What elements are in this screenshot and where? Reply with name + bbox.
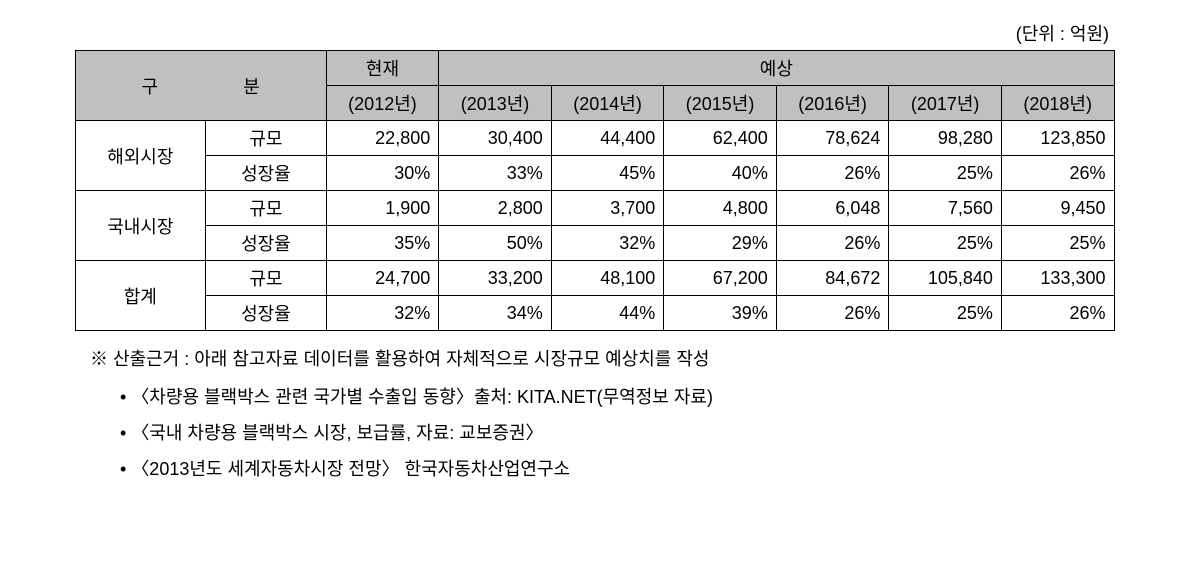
header-category: 구 분 (75, 51, 326, 121)
cell-value: 26% (776, 226, 889, 261)
table-row: 해외시장 규모 22,800 30,400 44,400 62,400 78,6… (75, 121, 1114, 156)
cell-value: 25% (889, 226, 1002, 261)
header-year: (2018년) (1001, 86, 1114, 121)
notes-section: ※ 산출근거 : 아래 참고자료 데이터를 활용하여 자체적으로 시장규모 예상… (20, 341, 1169, 487)
cell-value: 25% (889, 296, 1002, 331)
cell-value: 67,200 (664, 261, 777, 296)
cell-value: 50% (439, 226, 552, 261)
metric-label: 성장율 (206, 156, 327, 191)
cell-value: 3,700 (551, 191, 664, 226)
header-year: (2017년) (889, 86, 1002, 121)
bullet-icon: • (120, 459, 131, 479)
cell-value: 29% (664, 226, 777, 261)
cell-value: 123,850 (1001, 121, 1114, 156)
cell-value: 98,280 (889, 121, 1002, 156)
header-year: (2012년) (326, 86, 439, 121)
header-year: (2016년) (776, 86, 889, 121)
note-bullet: • 〈2013년도 세계자동차시장 전망〉 한국자동차산업연구소 (90, 451, 1169, 487)
note-bullet: • 〈차량용 블랙박스 관련 국가별 수출입 동향〉출처: KITA.NET(무… (90, 379, 1169, 415)
header-current: 현재 (326, 51, 439, 86)
header-year: (2014년) (551, 86, 664, 121)
bullet-icon: • (120, 423, 131, 443)
cell-value: 44,400 (551, 121, 664, 156)
cell-value: 30% (326, 156, 439, 191)
cell-value: 1,900 (326, 191, 439, 226)
section-label-overseas: 해외시장 (75, 121, 206, 191)
cell-value: 62,400 (664, 121, 777, 156)
cell-value: 32% (551, 226, 664, 261)
cell-value: 32% (326, 296, 439, 331)
cell-value: 7,560 (889, 191, 1002, 226)
cell-value: 84,672 (776, 261, 889, 296)
cell-value: 105,840 (889, 261, 1002, 296)
cell-value: 26% (776, 296, 889, 331)
metric-label: 성장율 (206, 226, 327, 261)
bullet-text: 〈2013년도 세계자동차시장 전망〉 한국자동차산업연구소 (131, 459, 570, 479)
cell-value: 26% (1001, 156, 1114, 191)
cell-value: 35% (326, 226, 439, 261)
header-year: (2013년) (439, 86, 552, 121)
note-bullet: • 〈국내 차량용 블랙박스 시장, 보급률, 자료: 교보증권〉 (90, 415, 1169, 451)
metric-label: 규모 (206, 191, 327, 226)
cell-value: 25% (1001, 226, 1114, 261)
cell-value: 4,800 (664, 191, 777, 226)
cell-value: 26% (776, 156, 889, 191)
table-row: 성장율 30% 33% 45% 40% 26% 25% 26% (75, 156, 1114, 191)
cell-value: 34% (439, 296, 552, 331)
table-body: 해외시장 규모 22,800 30,400 44,400 62,400 78,6… (75, 121, 1114, 331)
cell-value: 2,800 (439, 191, 552, 226)
cell-value: 30,400 (439, 121, 552, 156)
table-row: 성장율 35% 50% 32% 29% 26% 25% 25% (75, 226, 1114, 261)
cell-value: 44% (551, 296, 664, 331)
bullet-text: 〈차량용 블랙박스 관련 국가별 수출입 동향〉출처: KITA.NET(무역정… (131, 387, 713, 407)
header-forecast: 예상 (439, 51, 1114, 86)
unit-label: (단위 : 억원) (20, 20, 1169, 46)
cell-value: 9,450 (1001, 191, 1114, 226)
table-row: 성장율 32% 34% 44% 39% 26% 25% 26% (75, 296, 1114, 331)
note-main: ※ 산출근거 : 아래 참고자료 데이터를 활용하여 자체적으로 시장규모 예상… (90, 341, 1169, 377)
cell-value: 25% (889, 156, 1002, 191)
cell-value: 133,300 (1001, 261, 1114, 296)
bullet-text: 〈국내 차량용 블랙박스 시장, 보급률, 자료: 교보증권〉 (131, 423, 543, 443)
header-year: (2015년) (664, 86, 777, 121)
cell-value: 26% (1001, 296, 1114, 331)
bullet-icon: • (120, 387, 131, 407)
section-label-total: 합계 (75, 261, 206, 331)
cell-value: 40% (664, 156, 777, 191)
cell-value: 39% (664, 296, 777, 331)
cell-value: 6,048 (776, 191, 889, 226)
section-label-domestic: 국내시장 (75, 191, 206, 261)
cell-value: 48,100 (551, 261, 664, 296)
cell-value: 24,700 (326, 261, 439, 296)
table-row: 국내시장 규모 1,900 2,800 3,700 4,800 6,048 7,… (75, 191, 1114, 226)
cell-value: 22,800 (326, 121, 439, 156)
metric-label: 규모 (206, 121, 327, 156)
cell-value: 78,624 (776, 121, 889, 156)
metric-label: 성장율 (206, 296, 327, 331)
market-table: 구 분 현재 예상 (2012년) (2013년) (2014년) (2015년… (75, 50, 1115, 331)
cell-value: 33% (439, 156, 552, 191)
cell-value: 45% (551, 156, 664, 191)
table-row: 합계 규모 24,700 33,200 48,100 67,200 84,672… (75, 261, 1114, 296)
cell-value: 33,200 (439, 261, 552, 296)
metric-label: 규모 (206, 261, 327, 296)
